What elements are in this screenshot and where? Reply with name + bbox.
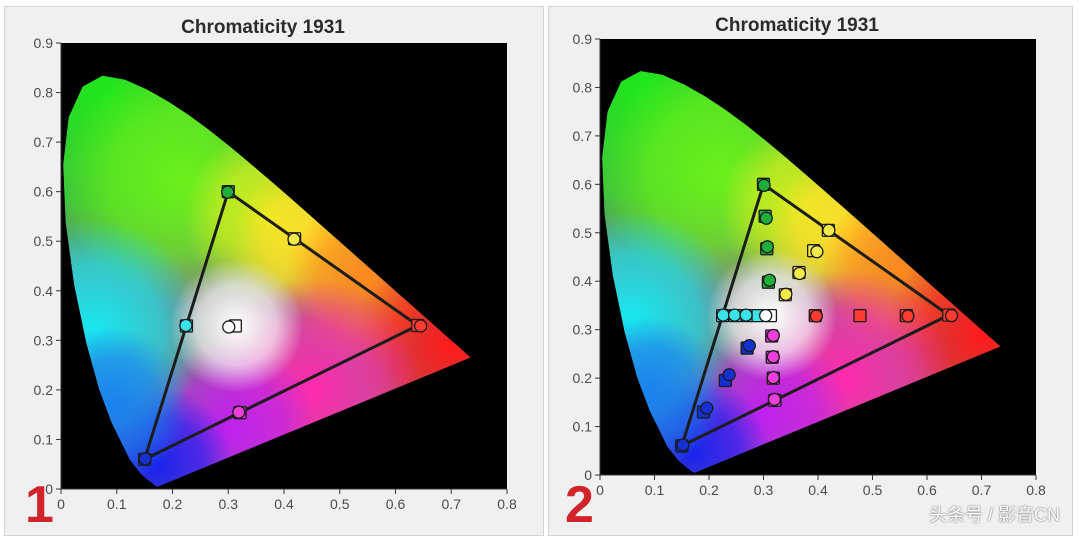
measured-marker [739, 308, 753, 322]
measured-marker [822, 223, 836, 238]
measured-marker [757, 178, 771, 192]
measured-marker [138, 452, 152, 466]
y-tick-label: 0.3 [34, 332, 54, 348]
y-tick-label: 0.8 [34, 85, 54, 101]
measured-marker [944, 308, 959, 323]
measured-marker [767, 392, 782, 407]
y-tick-label: 0.1 [573, 419, 593, 435]
x-tick-label: 0.7 [972, 482, 992, 498]
measured-marker [766, 328, 780, 343]
x-tick-label: 0.6 [386, 496, 406, 512]
x-tick-label: 0.4 [274, 496, 294, 512]
measured-marker [413, 319, 428, 333]
measured-marker [759, 308, 773, 323]
measured-marker [779, 287, 793, 301]
x-tick-label: 0.2 [163, 496, 183, 512]
x-tick-label: 0.3 [219, 496, 239, 512]
chart-title: Chromaticity 1931 [715, 15, 879, 36]
measured-marker [792, 266, 807, 281]
x-tick-label: 0.7 [442, 496, 462, 512]
y-tick-label: 0.9 [34, 35, 54, 51]
y-tick-label: 0 [45, 481, 53, 497]
y-tick-label: 0.4 [34, 283, 54, 299]
measured-marker [221, 185, 235, 199]
chart-panel-1: Chromaticity 1931 0 0.1 0.2 0.3 0.4 0.5 0.6 0.7… [4, 6, 544, 536]
measured-marker [716, 308, 730, 322]
x-tick-label: 0.5 [863, 482, 883, 498]
measured-marker [810, 245, 824, 259]
measured-marker [901, 309, 915, 323]
markers [137, 185, 428, 466]
y-tick-label: 0.3 [573, 322, 593, 338]
y-tick-label: 0.7 [573, 128, 593, 144]
y-tick-label: 0.7 [34, 134, 54, 150]
measured-marker [700, 401, 714, 415]
y-tick-label: 0.8 [573, 79, 593, 95]
measured-marker [722, 368, 736, 382]
chart-title: Chromaticity 1931 [181, 17, 345, 38]
measured-marker [760, 240, 774, 254]
x-tick-label: 0.8 [1026, 482, 1046, 498]
measured-marker [676, 438, 690, 452]
x-tick-label: 0.5 [330, 496, 350, 512]
axes: 0 0.1 0.2 0.3 0.4 0.5 0.6 0.7 0.8 0 0.1 0.2 0.3 0.4 0.… [34, 35, 517, 512]
y-tick-label: 0 [584, 467, 592, 483]
y-tick-label: 0.1 [34, 431, 54, 447]
measured-marker [809, 309, 824, 323]
measured-marker [179, 318, 193, 333]
measured-marker [727, 308, 742, 322]
watermark: 头条号 / 影音CN [928, 505, 1060, 525]
x-tick-label: 0.1 [645, 482, 665, 498]
x-tick-label: 0.3 [754, 482, 774, 498]
chart-panel-2: Chromaticity 1931 0 0.1 0.2 0.3 0.4 0.5 0.6 0.7… [548, 6, 1073, 536]
chromaticity-chart-2: Chromaticity 1931 0 0.1 0.2 0.3 0.4 0.5 0.6 0.7… [573, 15, 1046, 498]
x-tick-label: 0.8 [497, 496, 517, 512]
y-tick-label: 0.9 [573, 31, 593, 47]
chromaticity-chart-1: Chromaticity 1931 0 0.1 0.2 0.3 0.4 0.5 0.6 0.7… [34, 17, 517, 512]
target-marker [853, 308, 867, 323]
measured-marker [766, 350, 780, 364]
y-tick-label: 0.5 [573, 225, 593, 241]
measured-marker [762, 273, 777, 287]
markers [675, 177, 959, 453]
x-tick-label: 0.1 [107, 496, 127, 512]
measured-marker [766, 370, 780, 385]
y-tick-label: 0.2 [34, 382, 54, 398]
panel-number: 2 [565, 476, 594, 534]
y-tick-label: 0.4 [573, 273, 593, 289]
y-tick-label: 0.2 [573, 370, 593, 386]
x-tick-label: 0.2 [699, 482, 719, 498]
measured-marker [759, 211, 773, 225]
axes: 0 0.1 0.2 0.3 0.4 0.5 0.6 0.7 0.8 0 0.1 0.2 0.3 0.4 0.… [573, 31, 1046, 498]
y-tick-label: 0.6 [34, 184, 54, 200]
measured-marker [742, 339, 756, 353]
measured-marker [287, 232, 301, 246]
panel-number: 1 [25, 476, 54, 534]
measured-marker [222, 320, 236, 334]
x-tick-label: 0.6 [917, 482, 937, 498]
y-tick-label: 0.6 [573, 176, 593, 192]
y-tick-label: 0.5 [34, 233, 54, 249]
x-tick-label: 0 [596, 482, 604, 498]
x-tick-label: 0.4 [808, 482, 828, 498]
x-tick-label: 0 [57, 496, 65, 512]
measured-marker [232, 405, 246, 419]
